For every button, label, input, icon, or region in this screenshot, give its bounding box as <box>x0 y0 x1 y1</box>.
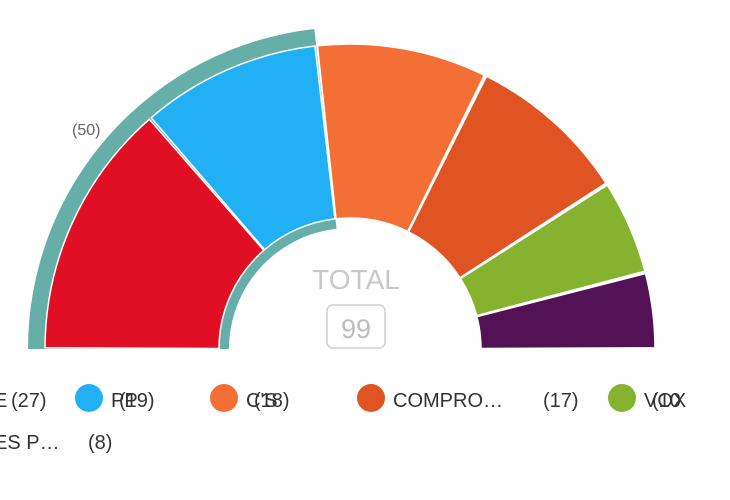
legend-marker <box>357 384 385 412</box>
legend-item[interactable]: PP(19) <box>75 384 155 412</box>
legend-marker <box>75 384 103 412</box>
legend-item[interactable]: VOX(10 <box>608 384 686 412</box>
total-label: TOTAL <box>312 264 400 295</box>
legend-marker <box>210 384 238 412</box>
legend-label: PP <box>111 390 138 412</box>
legend-label: C'S <box>246 390 278 412</box>
legend-label: E <box>0 390 7 412</box>
seat-slice-1[interactable] <box>44 118 265 350</box>
legend-item[interactable]: E (27) <box>0 390 47 412</box>
legend-marker <box>608 384 636 412</box>
legend-label: COMPRO… <box>393 390 503 412</box>
seat-slices <box>44 43 656 350</box>
legend: E (27) PP(19) C'S(18) COMPRO… (17) VOX(10 ES P…… <box>0 384 686 454</box>
majority-label: (50) <box>72 122 100 139</box>
seat-slice-3[interactable] <box>316 43 486 233</box>
legend-value: (17) <box>543 390 579 412</box>
seat-slice-6[interactable] <box>476 272 656 350</box>
legend-item[interactable]: C'S(18) <box>210 384 290 412</box>
legend-value: (27) <box>11 390 47 412</box>
seat-slice-2[interactable] <box>150 45 336 251</box>
legend-value: (8) <box>88 432 112 454</box>
chart-labels: (50) TOTAL 99 <box>72 122 400 349</box>
legend-label: VOX <box>644 390 686 412</box>
legend-item[interactable]: ES P… (8) <box>0 432 112 454</box>
seat-slice-5[interactable] <box>459 184 646 317</box>
legend-item[interactable]: COMPRO… (17) <box>357 384 579 412</box>
total-value-box <box>326 304 386 349</box>
legend-value: (19) <box>119 390 155 412</box>
legend-label: ES P… <box>0 432 60 454</box>
legend-value: (18) <box>254 390 290 412</box>
seat-slice-4[interactable] <box>407 75 607 279</box>
legend-value: (10 <box>652 390 681 412</box>
total-value: 99 <box>341 314 371 344</box>
